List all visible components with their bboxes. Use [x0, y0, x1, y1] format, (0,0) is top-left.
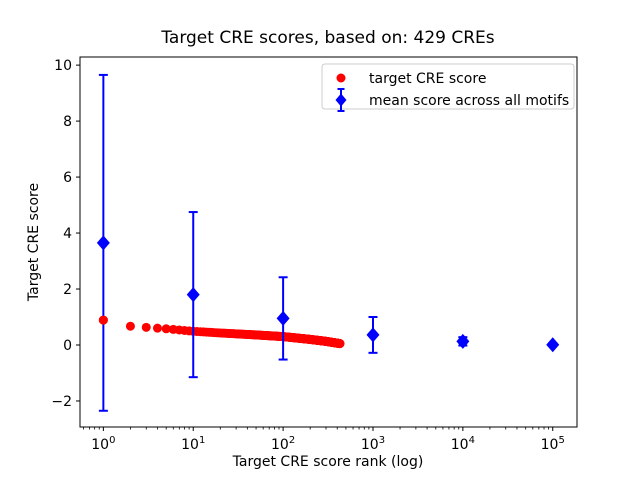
mean-score-point [546, 337, 560, 353]
mean-score-point [456, 333, 470, 349]
mean-score-point [366, 327, 380, 343]
y-tick-label: −2 [51, 394, 72, 410]
x-tick-label: 105 [541, 435, 565, 453]
legend-label-mean: mean score across all motifs [369, 93, 569, 109]
legend-target-marker-icon [336, 73, 346, 83]
x-tick-label: 100 [91, 435, 115, 453]
x-tick-label: 102 [271, 435, 295, 453]
x-tick-label: 104 [451, 435, 475, 453]
mean-score-point [96, 235, 110, 251]
mean-score-point [186, 287, 200, 303]
x-tick-label: 101 [181, 435, 205, 453]
x-axis-label: Target CRE score rank (log) [232, 454, 424, 470]
mean-score-point [276, 310, 290, 326]
y-tick-label: 10 [54, 58, 72, 74]
y-axis-label: Target CRE score [26, 183, 42, 302]
plot-area [80, 57, 577, 427]
target-score-point [141, 322, 151, 332]
y-tick-label: 6 [63, 170, 72, 186]
y-tick-label: 0 [63, 338, 72, 354]
target-score-point [152, 323, 162, 333]
plot-border [79, 56, 578, 428]
target-score-point [125, 321, 135, 331]
target-score-point-rank1 [98, 315, 108, 325]
data-points [96, 73, 560, 412]
legend-mean-marker-icon [335, 88, 347, 112]
x-tick-label: 103 [361, 435, 385, 453]
legend-label-target: target CRE score [369, 71, 486, 87]
target-score-point [335, 339, 345, 349]
chart-title: Target CRE scores, based on: 429 CREs [160, 28, 494, 48]
target-score-point [161, 324, 171, 334]
y-tick-label: 8 [63, 114, 72, 130]
legend: target CRE score mean score across all m… [321, 63, 575, 112]
y-tick-label: 2 [63, 282, 72, 298]
y-tick-label: 4 [63, 226, 72, 242]
legend-box [321, 63, 575, 110]
axis-ticks: 100 101 102 103 104 105 −2 0 2 4 6 8 10 [51, 58, 564, 453]
